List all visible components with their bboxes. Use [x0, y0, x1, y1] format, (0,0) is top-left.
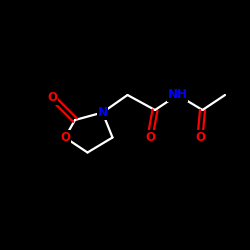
- Text: NH: NH: [168, 88, 188, 102]
- Text: O: O: [195, 131, 205, 144]
- Text: O: O: [60, 131, 70, 144]
- Text: O: O: [145, 131, 155, 144]
- Text: N: N: [98, 106, 108, 119]
- Text: O: O: [48, 91, 58, 104]
